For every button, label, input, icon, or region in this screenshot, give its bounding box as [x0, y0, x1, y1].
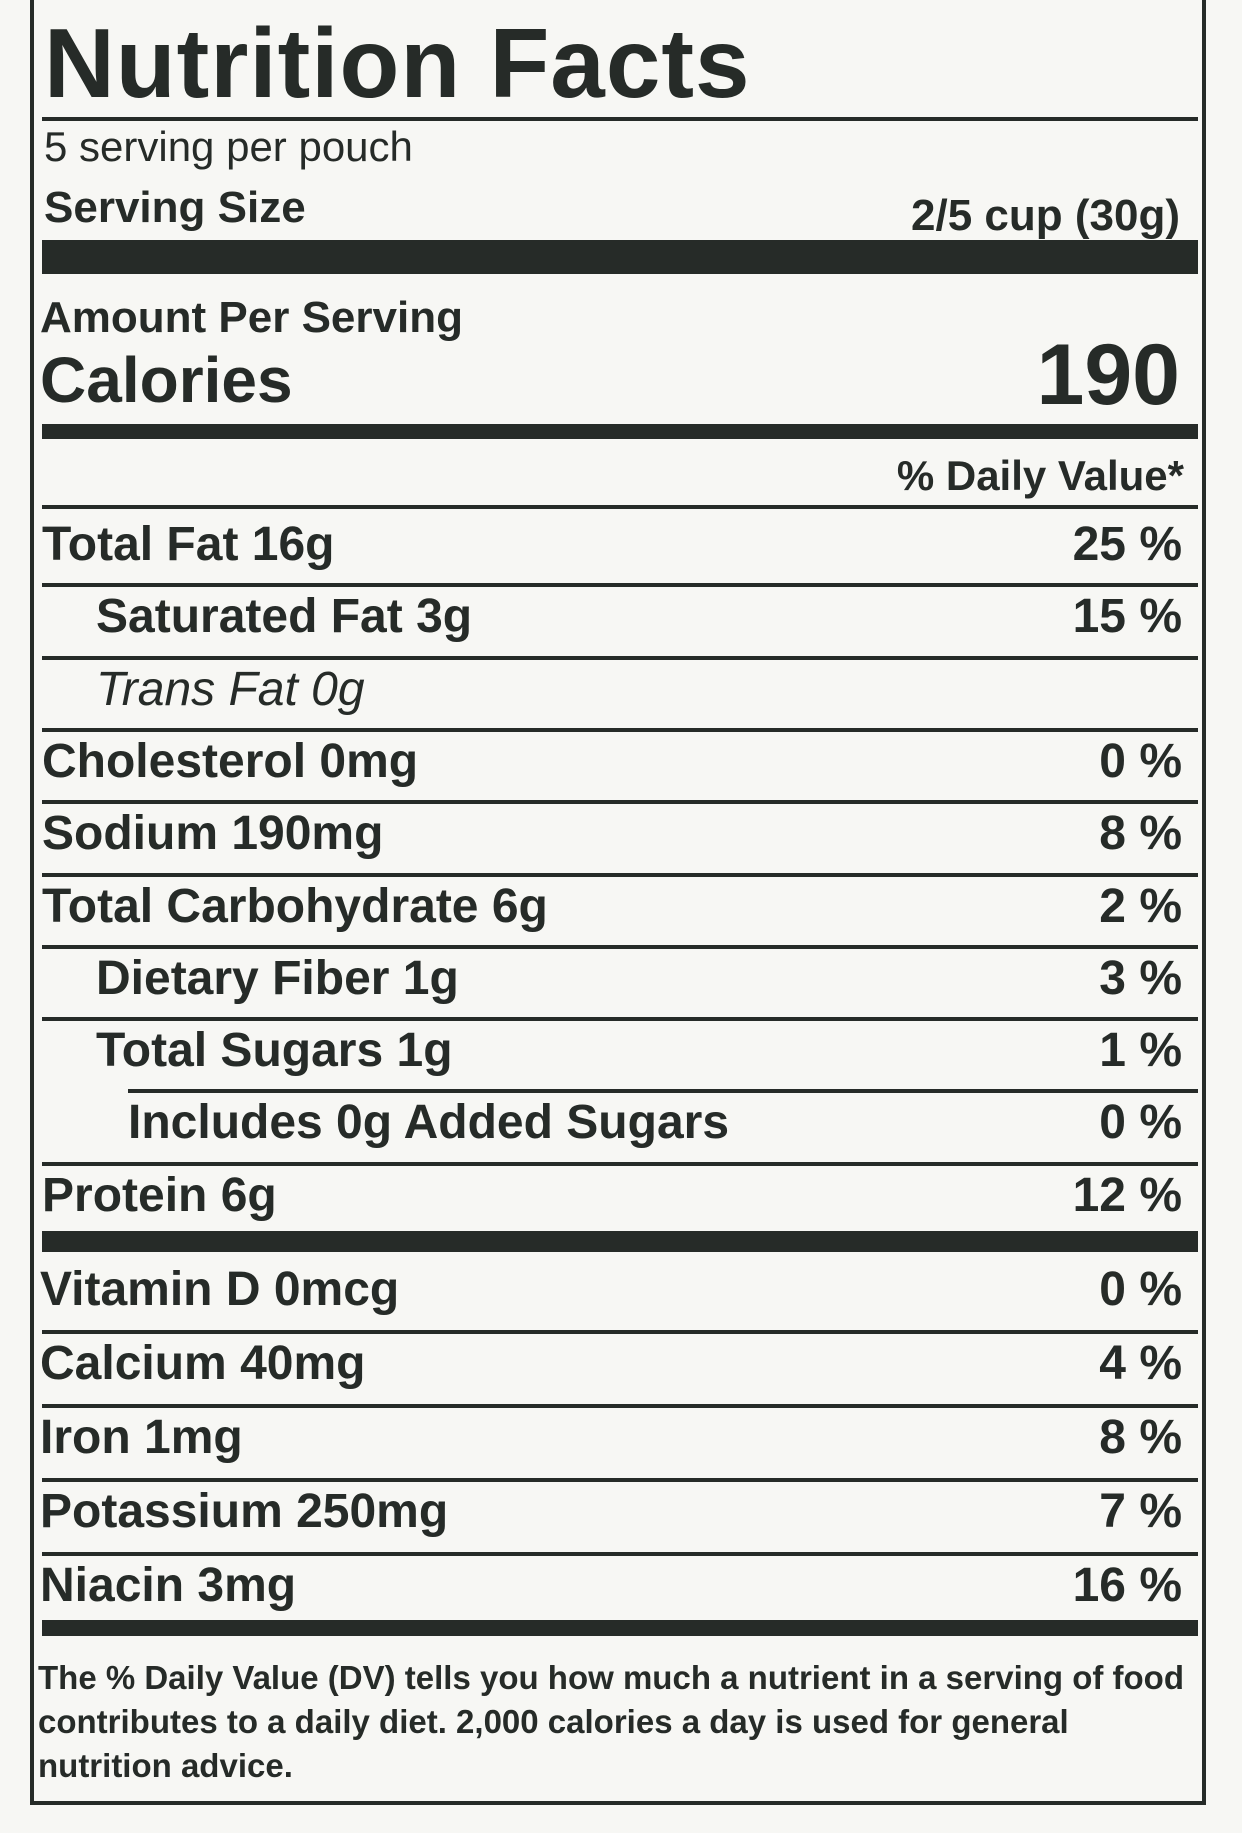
rule — [42, 1017, 1198, 1022]
daily-value: 16 % — [1072, 1559, 1182, 1612]
nutrient-name: Iron 1mg — [40, 1411, 243, 1464]
thick-rule — [42, 1231, 1198, 1252]
amount-label: Amount Per Serving — [40, 293, 463, 342]
label-frame — [30, 0, 1206, 1805]
nutrient-name: Total Sugars 1g — [96, 1024, 453, 1078]
nutrient-name: Cholesterol 0mg — [42, 734, 419, 788]
calories-label: Calories — [40, 344, 293, 416]
daily-value: 7 % — [1099, 1485, 1182, 1538]
nutrient-name: Total Fat 16g — [42, 518, 335, 571]
rule — [42, 583, 1198, 588]
rule — [128, 1089, 1198, 1094]
daily-value: 1 % — [1099, 1024, 1182, 1078]
daily-value: 8 % — [1099, 1411, 1182, 1464]
daily-value: 0 % — [1099, 734, 1182, 788]
footnote: The % Daily Value (DV) tells you how muc… — [38, 1659, 1184, 1784]
daily-value: 8 % — [1099, 807, 1182, 861]
nutrient-name: Vitamin D 0mcg — [40, 1263, 400, 1316]
daily-value: 4 % — [1099, 1337, 1182, 1390]
daily-value: 0 % — [1099, 1096, 1182, 1150]
rule — [42, 727, 1198, 732]
serving-size-label: Serving Size — [44, 183, 306, 232]
rule — [42, 800, 1198, 805]
rule — [42, 1478, 1198, 1482]
nutrient-name: Calcium 40mg — [40, 1337, 366, 1390]
nutrient-name: Niacin 3mg — [40, 1559, 297, 1612]
nutrient-name: Dietary Fiber 1g — [96, 951, 459, 1005]
rule — [42, 872, 1198, 877]
title: Nutrition Facts — [44, 8, 751, 118]
nutrient-name: Saturated Fat 3g — [96, 590, 473, 644]
daily-value: 15 % — [1072, 590, 1182, 644]
nutrient-name: Total Carbohydrate 6g — [42, 879, 548, 933]
daily-value: 25 % — [1072, 518, 1182, 571]
nutrient-name: Sodium 190mg — [42, 807, 384, 861]
thick-rule — [42, 424, 1198, 439]
rule — [42, 1404, 1198, 1408]
rule — [42, 944, 1198, 949]
daily-value: 0 % — [1099, 1263, 1182, 1316]
rule — [42, 655, 1198, 660]
rule — [42, 1552, 1198, 1556]
nutrient-name: Includes 0g Added Sugars — [128, 1096, 730, 1150]
nutrient-name: Trans Fat 0g — [96, 662, 365, 716]
servings: 5 serving per pouch — [44, 123, 413, 170]
daily-value-header: % Daily Value* — [896, 452, 1184, 499]
daily-value: 12 % — [1072, 1168, 1182, 1222]
nutrient-name: Protein 6g — [42, 1168, 277, 1222]
daily-value: 2 % — [1099, 879, 1182, 933]
thick-rule — [42, 240, 1198, 274]
rule — [42, 1161, 1198, 1166]
thick-rule — [42, 1620, 1198, 1636]
rule — [42, 1330, 1198, 1334]
nutrient-name: Potassium 250mg — [40, 1485, 449, 1538]
rule — [42, 117, 1198, 121]
serving-size: 2/5 cup (30g) — [911, 191, 1180, 240]
calories-value: 190 — [1036, 327, 1181, 423]
daily-value: 3 % — [1099, 951, 1182, 1005]
rule — [42, 505, 1198, 509]
